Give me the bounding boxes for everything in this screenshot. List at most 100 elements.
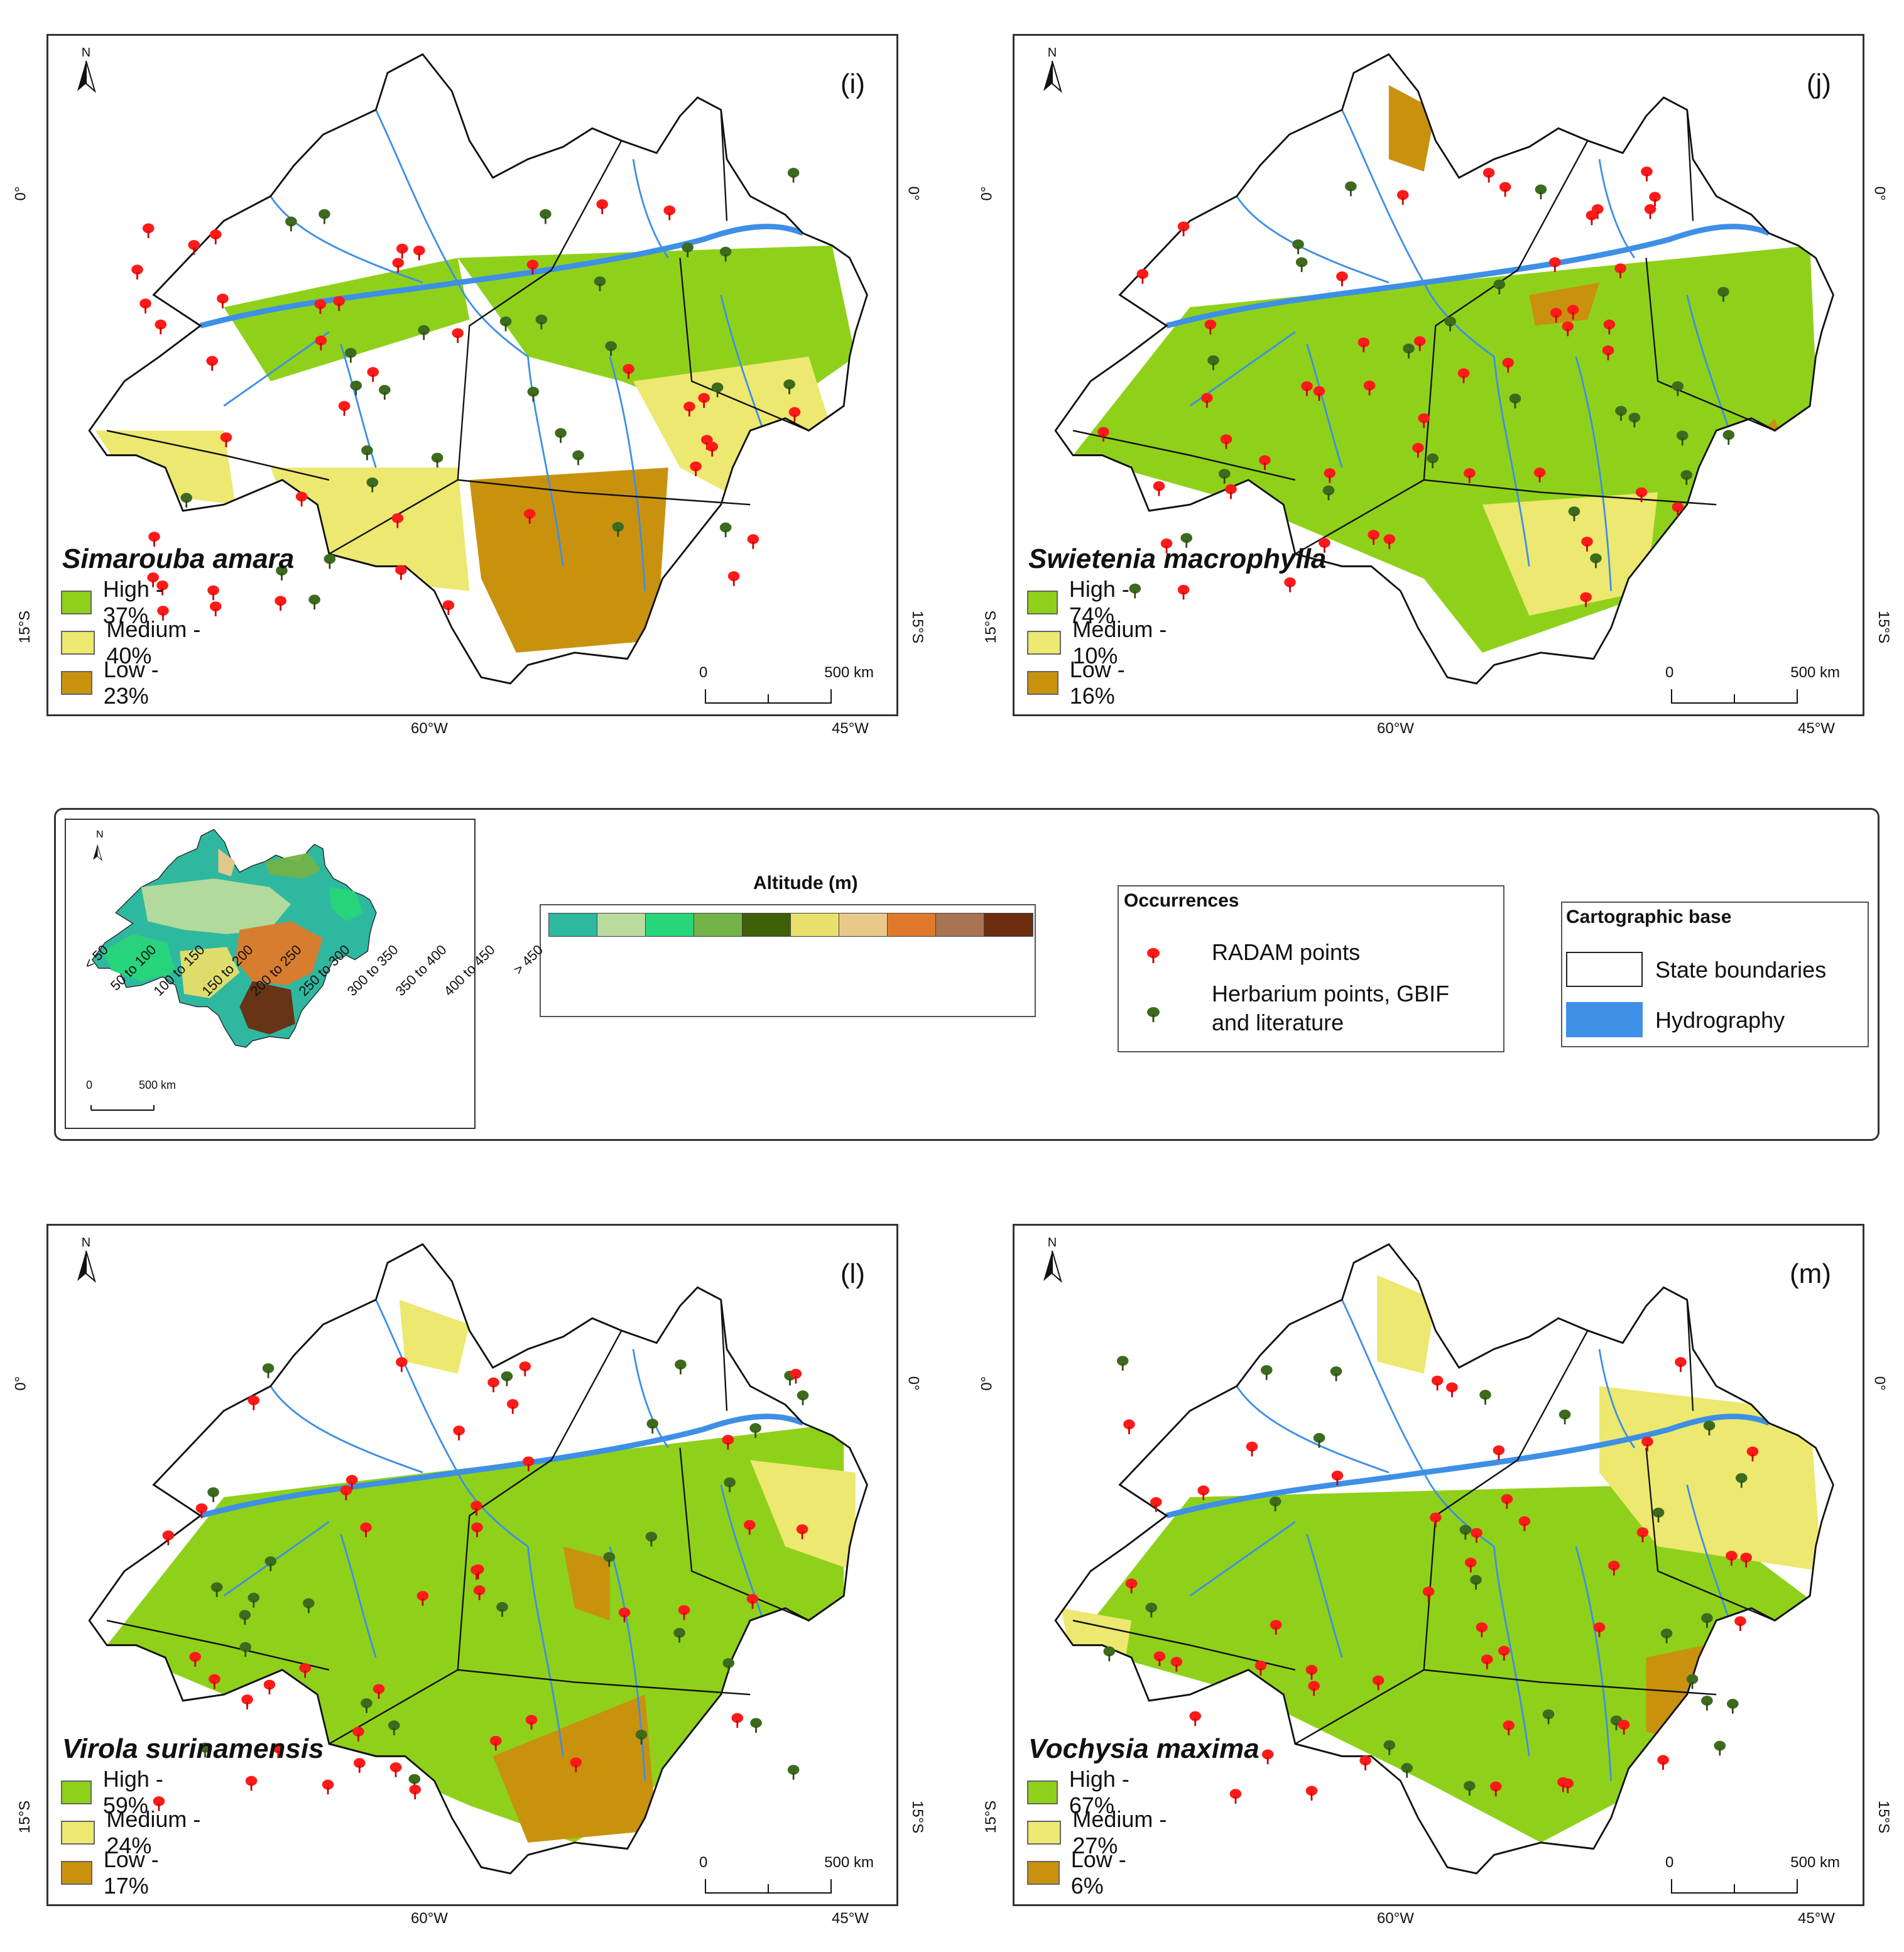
radam-point: [727, 571, 740, 586]
radam-point: [1229, 1789, 1242, 1804]
river-line: [527, 1546, 564, 1757]
scale-bar: 0 500 km: [1665, 1854, 1840, 1898]
low-suitability-area: [1529, 282, 1600, 326]
river-line: [1341, 1299, 1425, 1473]
state-boundary: [1295, 479, 1717, 555]
high-suitability-area: [1073, 1485, 1822, 1843]
scale-max: 500 km: [1790, 1854, 1840, 1871]
state-boundary: [1645, 1448, 1775, 1622]
low-swatch: [1027, 1861, 1060, 1885]
herbarium-point: [324, 553, 336, 569]
river-line: [1236, 1385, 1390, 1474]
legend-label: Low - 17%: [103, 1846, 159, 1899]
river-line: [375, 109, 459, 283]
coordinate-tick-right-bottom: 15°S: [909, 1800, 927, 1834]
radam-label: RADAM points: [1212, 939, 1361, 965]
state-boundaries-label: State boundaries: [1655, 957, 1827, 983]
scale-zero: 0: [1665, 1854, 1674, 1871]
low-suitability-area: [492, 1694, 657, 1843]
river-line: [375, 1299, 459, 1473]
map-panel: N (l) Virola surinamensis High - 59% Medium …: [46, 1224, 898, 1906]
river-line: [200, 1414, 804, 1519]
river-line: [720, 1485, 769, 1633]
state-boundary: [1423, 140, 1589, 481]
legend-label: Medium - 40%: [106, 616, 201, 668]
herbarium-point: [1727, 1699, 1739, 1714]
river-line: [1166, 1414, 1770, 1519]
radam-point: [245, 1775, 258, 1791]
low-swatch: [61, 671, 92, 695]
species-name: Swietenia macrophylla: [1028, 543, 1327, 574]
coordinate-tick-right-top: 0°: [1871, 186, 1888, 201]
radam-point: [1225, 484, 1237, 499]
scale-zero: 0: [1665, 664, 1674, 681]
river-line: [1575, 356, 1613, 591]
occurrences-legend: Occurrences RADAM points Herbarium point…: [1118, 885, 1504, 1052]
state-boundary: [1645, 258, 1775, 432]
herbarium-point: [1701, 1696, 1713, 1711]
legend-item-medium: Medium - 40%: [61, 616, 203, 668]
panel-letter: (m): [1790, 1258, 1831, 1289]
legend-label: Medium - 10%: [1072, 616, 1167, 668]
medium-suitability-area: [1377, 1275, 1436, 1374]
herbarium-label-line1: Herbarium points, GBIF: [1212, 981, 1450, 1006]
state-boundary: [329, 1669, 751, 1745]
river-line: [1166, 224, 1770, 329]
altitude-swatch: [888, 913, 936, 936]
altitude-swatch: [597, 913, 646, 936]
north-label: N: [81, 1236, 91, 1250]
radam-point: [747, 534, 759, 549]
high-swatch: [1027, 1780, 1058, 1804]
suitability-map: [1054, 53, 1834, 685]
inset-north-label: N: [96, 829, 104, 840]
herbarium-point: [719, 522, 732, 538]
river-line: [269, 1385, 423, 1474]
inset-scale-max: 500 km: [139, 1079, 177, 1091]
herbarium-point: [1722, 430, 1735, 445]
scale-max: 500 km: [1790, 664, 1840, 681]
coordinate-tick-right-bottom: 15°S: [1875, 1800, 1893, 1834]
legend-item-high: High - 59%: [61, 1766, 169, 1818]
radam-point: [354, 1758, 366, 1773]
state-boundary: [720, 1299, 728, 1411]
inset-scale-zero: 0: [86, 1079, 93, 1091]
map-panel: N (i) Simarouba amara High - 37% Medium - 40…: [46, 34, 898, 716]
coordinate-tick-left-bottom: 15°S: [16, 1800, 34, 1834]
map-panel: N (j) Swietenia macrophylla High - 74% Mediu…: [1013, 34, 1864, 716]
map-panel: N (m) Vochysia maxima High - 67% Medium - 27…: [1013, 1224, 1864, 1906]
river-line: [340, 344, 377, 468]
coordinate-tick-left-top: 0°: [978, 1376, 996, 1391]
medium-suitability-area: [1061, 1608, 1132, 1695]
river-line: [632, 1349, 670, 1449]
coordinate-tick-left-bottom: 15°S: [16, 610, 34, 644]
radam-point: [263, 1679, 276, 1695]
herbarium-point: [797, 1390, 809, 1405]
legend-label: Low - 6%: [1070, 1846, 1126, 1899]
legend-item-low: Low - 17%: [61, 1846, 168, 1899]
radam-point: [155, 319, 167, 335]
legend-item-high: High - 37%: [61, 576, 169, 628]
legend-label: High - 59%: [102, 1766, 163, 1818]
altitude-swatch: [694, 913, 743, 936]
coordinate-tick-right-top: 0°: [1871, 1376, 1888, 1391]
north-label: N: [1047, 46, 1057, 60]
radam-point-icon: [1147, 948, 1160, 963]
coordinate-tick-right-bottom: 15°S: [1875, 610, 1893, 644]
panel-letter: (l): [840, 1258, 865, 1289]
high-swatch: [61, 591, 92, 614]
altitude-inset-map: N 0 500 km: [65, 819, 476, 1129]
altitude-swatch: [743, 913, 791, 936]
low-swatch: [1027, 671, 1058, 695]
radam-point: [209, 601, 222, 616]
radam-point: [139, 298, 151, 314]
radam-point: [322, 1779, 334, 1795]
panel-letter: (j): [1806, 68, 1831, 99]
occurrences-title: Occurrences: [1124, 890, 1239, 911]
suitability-map: [1054, 1243, 1834, 1875]
radam-point: [1123, 1419, 1135, 1434]
north-label: N: [1047, 1236, 1057, 1250]
coordinate-tick-right-top: 0°: [905, 186, 922, 201]
river-line: [632, 159, 670, 259]
radam-point: [1189, 1711, 1201, 1726]
suitability-map: [88, 1243, 868, 1875]
